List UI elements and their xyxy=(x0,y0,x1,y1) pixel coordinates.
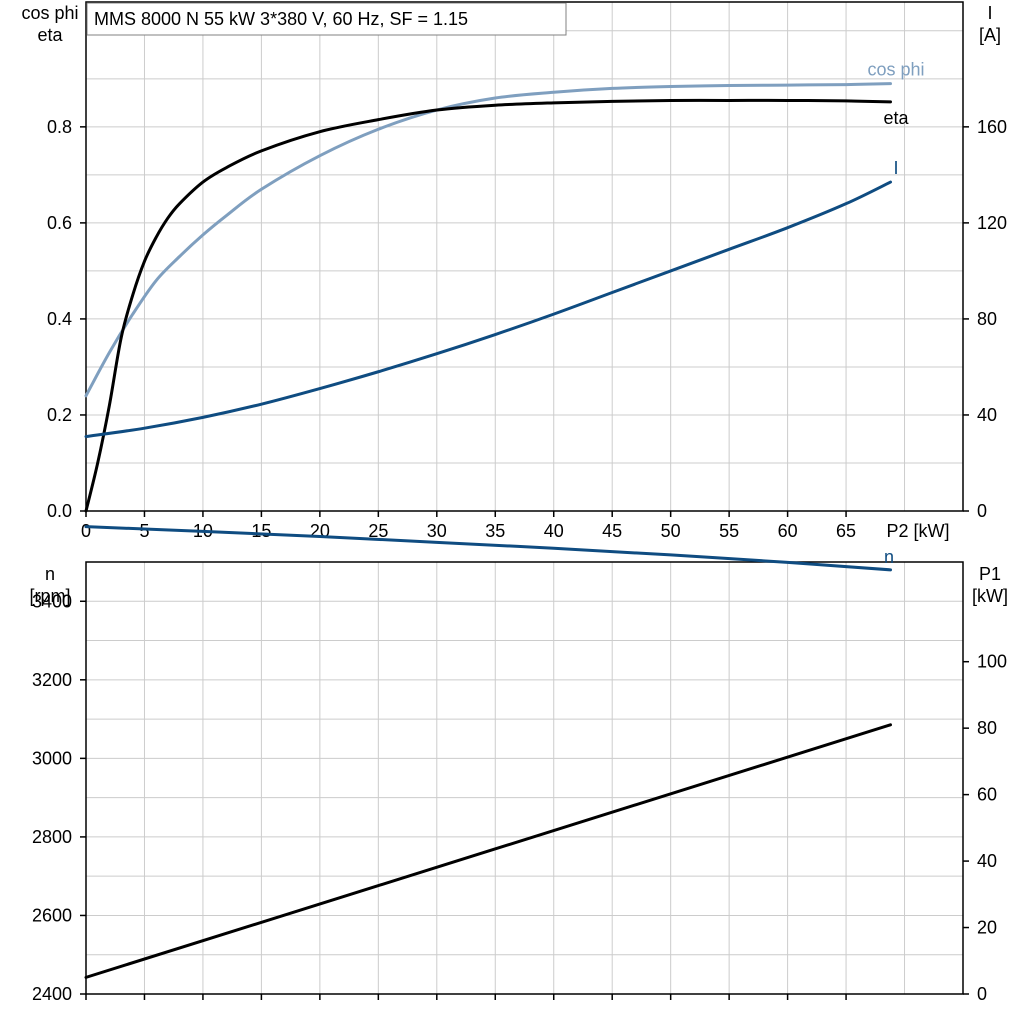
y-left-tick-label: 0.0 xyxy=(47,501,72,521)
y-right-tick-label: 0 xyxy=(977,984,987,1004)
series-label-cos-phi: cos phi xyxy=(867,60,924,80)
x-tick-label: 15 xyxy=(251,521,271,541)
series-label-i: I xyxy=(893,158,898,178)
series-line-p1 xyxy=(84,723,892,979)
plot-frame xyxy=(85,1,964,512)
y-left-tick-label: 3200 xyxy=(32,670,72,690)
y-right-tick-label: 0 xyxy=(977,501,987,521)
series-line-i xyxy=(84,180,892,439)
y-left-tick-label: 0.8 xyxy=(47,117,72,137)
y-left-tick-label: 0.4 xyxy=(47,309,72,329)
chart-title: MMS 8000 N 55 kW 3*380 V, 60 Hz, SF = 1.… xyxy=(94,9,468,29)
x-tick-label: 5 xyxy=(139,521,149,541)
y-right-tick-label: 60 xyxy=(977,785,997,805)
series-line-n xyxy=(84,525,892,572)
series-line-cos-phi xyxy=(84,82,892,398)
y-left-tick-label: 2400 xyxy=(32,984,72,1004)
plot-frame xyxy=(85,561,964,995)
x-tick-label: 0 xyxy=(81,521,91,541)
x-tick-label: 65 xyxy=(836,521,856,541)
x-tick-label: 25 xyxy=(368,521,388,541)
y-right-tick-label: 40 xyxy=(977,851,997,871)
y-right-tick-label: 80 xyxy=(977,309,997,329)
x-axis-title: P2 [kW] xyxy=(886,521,949,541)
y-right-tick-label: 40 xyxy=(977,405,997,425)
x-tick-label: 45 xyxy=(602,521,622,541)
x-tick-label: 55 xyxy=(719,521,739,541)
y-left-axis-title: cos phi xyxy=(21,3,78,23)
y-left-tick-label: 3000 xyxy=(32,748,72,768)
y-right-axis-title: I xyxy=(987,3,992,23)
series-label-n: n xyxy=(884,547,894,567)
y-left-tick-label: 3400 xyxy=(32,591,72,611)
x-tick-label: 35 xyxy=(485,521,505,541)
y-right-tick-label: 20 xyxy=(977,918,997,938)
x-tick-label: 60 xyxy=(778,521,798,541)
title-box xyxy=(86,2,567,36)
y-left-tick-label: 0.2 xyxy=(47,405,72,425)
y-left-axis-title: eta xyxy=(37,25,63,45)
x-tick-label: 50 xyxy=(661,521,681,541)
y-left-axis-title: n xyxy=(45,564,55,584)
y-right-tick-label: 120 xyxy=(977,213,1007,233)
y-left-tick-label: 2800 xyxy=(32,827,72,847)
x-tick-label: 30 xyxy=(427,521,447,541)
y-right-axis-title: P1 xyxy=(979,564,1001,584)
y-right-axis-title: [A] xyxy=(979,25,1001,45)
x-tick-label: 40 xyxy=(544,521,564,541)
y-left-axis-title: [rpm] xyxy=(29,586,70,606)
y-left-tick-label: 2600 xyxy=(32,905,72,925)
y-left-tick-label: 0.6 xyxy=(47,213,72,233)
y-right-axis-title: [kW] xyxy=(972,586,1008,606)
series-line-eta xyxy=(84,98,892,513)
series-label-eta: eta xyxy=(883,108,909,128)
y-right-tick-label: 160 xyxy=(977,117,1007,137)
y-right-tick-label: 80 xyxy=(977,718,997,738)
y-right-tick-label: 100 xyxy=(977,652,1007,672)
